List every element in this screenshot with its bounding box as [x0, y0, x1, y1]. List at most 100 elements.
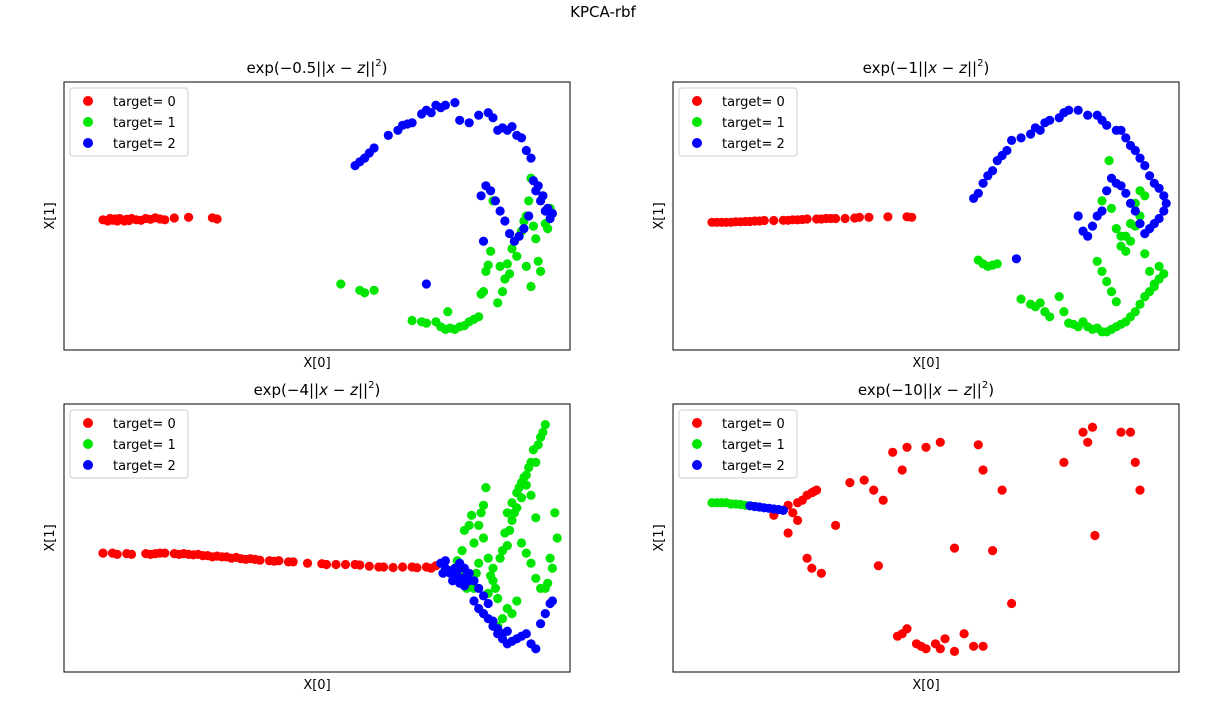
point-target-0-28 [978, 465, 988, 475]
legend-marker-target-1 [83, 117, 93, 127]
point-target-2-26 [540, 609, 550, 619]
point-target-0-28 [883, 212, 893, 222]
point-target-2-48 [481, 181, 491, 191]
point-target-2-7 [778, 505, 788, 515]
point-target-2-36 [538, 191, 548, 201]
x-axis-label: X[0] [912, 678, 939, 693]
point-target-0-9 [812, 485, 822, 495]
point-target-1-19 [478, 287, 489, 297]
point-target-2-42 [1125, 198, 1136, 208]
point-target-1-24 [507, 515, 517, 526]
legend-marker-target-2 [83, 138, 93, 148]
point-target-1-34 [1097, 266, 1107, 276]
point-target-1-11 [1054, 292, 1064, 302]
point-target-1-39 [528, 221, 539, 231]
point-target-2-30 [1145, 171, 1155, 181]
point-target-1-29 [505, 269, 515, 279]
point-target-0-0 [98, 548, 108, 558]
point-target-1-30 [507, 244, 517, 254]
point-target-1-21 [483, 260, 493, 270]
point-target-0-40 [940, 634, 950, 644]
point-target-0-28 [255, 555, 265, 565]
point-target-1-33 [1092, 256, 1102, 266]
point-target-0-51 [1125, 427, 1136, 437]
subplot-2: exp(−1||x − z||2) X[0] X[1] target= 0 ta… [652, 58, 1180, 371]
point-target-2-42 [509, 236, 519, 246]
legend-label-target-2: target= 2 [722, 459, 785, 474]
point-target-2-41 [445, 566, 455, 576]
point-target-1-40 [521, 548, 531, 558]
point-target-2-2 [978, 178, 988, 188]
point-target-0-23 [902, 442, 912, 452]
point-target-0-37 [331, 559, 341, 570]
legend-marker-target-0 [83, 418, 93, 428]
subplot-title: exp(−0.5||x − z||2) [247, 58, 388, 77]
point-target-2-25 [536, 619, 546, 629]
point-target-0-14 [816, 568, 827, 578]
point-target-1-68 [531, 513, 541, 523]
point-target-0-20 [878, 495, 888, 505]
point-target-1-48 [526, 281, 536, 292]
legend-marker-target-2 [692, 138, 702, 148]
point-target-0-21 [888, 447, 898, 457]
point-target-1-11 [476, 508, 486, 518]
subplot-title: exp(−1||x − z||2) [863, 58, 990, 77]
axes-frame [63, 403, 571, 673]
point-target-2-12 [1035, 125, 1045, 135]
point-target-1-38 [540, 420, 550, 430]
point-target-2-18 [464, 118, 474, 128]
legend: target= 0 target= 1 target= 2 [69, 409, 189, 479]
point-target-0-34 [302, 558, 313, 568]
point-target-0-36 [321, 559, 332, 570]
point-target-2-35 [1159, 206, 1169, 216]
subplot-title: exp(−4||x − z||2) [254, 380, 381, 399]
point-target-1-37 [524, 196, 534, 206]
point-target-2-17 [1064, 105, 1074, 115]
point-target-1-34 [531, 457, 541, 467]
point-target-0-30 [907, 212, 917, 222]
point-target-1-55 [1125, 219, 1136, 229]
point-target-0-2 [112, 549, 122, 560]
point-target-0-33 [288, 557, 298, 567]
point-target-1-35 [1102, 276, 1112, 287]
point-target-1-46 [545, 553, 555, 563]
point-target-0-17 [859, 475, 869, 485]
point-target-2-51 [1073, 211, 1083, 221]
point-target-0-43 [969, 641, 979, 651]
scatter-points [98, 98, 558, 334]
point-target-2-38 [528, 176, 539, 186]
point-target-1-50 [512, 596, 522, 606]
point-target-1-41 [533, 256, 543, 266]
point-target-1-6 [464, 520, 474, 531]
point-target-2-7 [1002, 145, 1012, 156]
point-target-0-44 [978, 641, 988, 651]
point-target-0-22 [897, 465, 907, 475]
point-target-1-23 [505, 525, 515, 536]
point-target-1-25 [495, 261, 505, 271]
point-target-1-52 [1111, 224, 1121, 234]
point-target-1-39 [516, 538, 527, 548]
point-target-2-41 [1130, 206, 1140, 216]
point-target-2-28 [1135, 153, 1145, 163]
point-target-1-9 [471, 568, 481, 578]
point-target-0-11 [793, 515, 803, 526]
point-target-0-52 [1130, 457, 1140, 467]
point-target-0-45 [398, 562, 408, 572]
point-target-2-4 [369, 143, 379, 153]
point-target-0-3 [788, 508, 798, 518]
point-target-0-26 [854, 212, 865, 222]
x-axis-label: X[0] [912, 356, 939, 371]
point-target-1-63 [507, 498, 517, 508]
point-target-2-32 [488, 616, 498, 626]
legend-label-target-1: target= 1 [113, 116, 176, 131]
point-target-2-40 [1135, 219, 1145, 229]
point-target-2-12 [426, 108, 436, 118]
point-target-1-17 [490, 583, 500, 594]
point-target-0-48 [1087, 422, 1098, 432]
legend-label-target-0: target= 0 [113, 417, 176, 432]
point-target-0-47 [1083, 437, 1093, 447]
point-target-0-50 [1116, 427, 1126, 437]
y-axis-label: X[1] [43, 202, 58, 229]
legend-marker-target-0 [83, 96, 93, 106]
point-target-0-30 [997, 485, 1007, 495]
